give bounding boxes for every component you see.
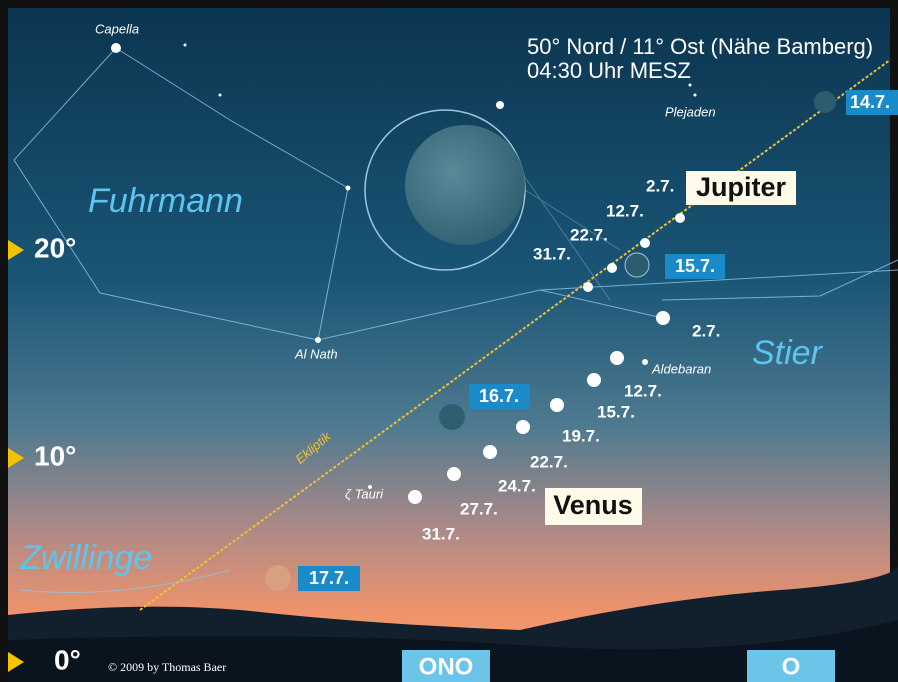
venus-date: 27.7. xyxy=(460,499,498,518)
altitude-label: 20° xyxy=(34,232,76,263)
moon-label: 16.7. xyxy=(479,386,519,406)
moon-label: 15.7. xyxy=(675,256,715,276)
venus-date: 31.7. xyxy=(422,524,460,543)
venus-label: Venus xyxy=(553,490,633,520)
venus-date: 2.7. xyxy=(692,321,720,340)
moon-large xyxy=(405,125,525,245)
credit: © 2009 by Thomas Baer xyxy=(108,660,226,674)
venus-date: 24.7. xyxy=(498,476,536,495)
jupiter-label: Jupiter xyxy=(696,172,787,202)
star-label: Plejaden xyxy=(665,104,716,119)
venus-date: 19.7. xyxy=(562,426,600,445)
altitude-label: 0° xyxy=(54,644,81,675)
direction-label: ONO xyxy=(419,653,474,680)
jupiter-date: 31.7. xyxy=(533,244,571,263)
constellation-label: Stier xyxy=(752,334,824,372)
direction-label: O xyxy=(782,653,801,680)
jupiter-date: 2.7. xyxy=(646,176,674,195)
altitude-label: 10° xyxy=(34,440,76,471)
star-label: Aldebaran xyxy=(651,361,711,376)
star-label: Al Nath xyxy=(294,346,338,361)
jupiter-date: 12.7. xyxy=(606,201,644,220)
constellation-label: Zwillinge xyxy=(19,539,152,577)
venus-date: 22.7. xyxy=(530,452,568,471)
star-label: ζ Tauri xyxy=(345,486,384,501)
venus-date: 15.7. xyxy=(597,402,635,421)
star-label: Capella xyxy=(95,21,139,36)
location: 50° Nord / 11° Ost (Nähe Bamberg) xyxy=(527,34,873,59)
time: 04:30 Uhr MESZ xyxy=(527,58,691,83)
jupiter-date: 22.7. xyxy=(570,225,608,244)
constellation-label: Fuhrmann xyxy=(88,182,243,220)
moon-label: 14.7. xyxy=(850,92,890,112)
venus-date: 12.7. xyxy=(624,381,662,400)
moon-label: 17.7. xyxy=(309,568,349,588)
sky-chart: 50° Nord / 11° Ost (Nähe Bamberg) 04:30 … xyxy=(0,0,898,682)
